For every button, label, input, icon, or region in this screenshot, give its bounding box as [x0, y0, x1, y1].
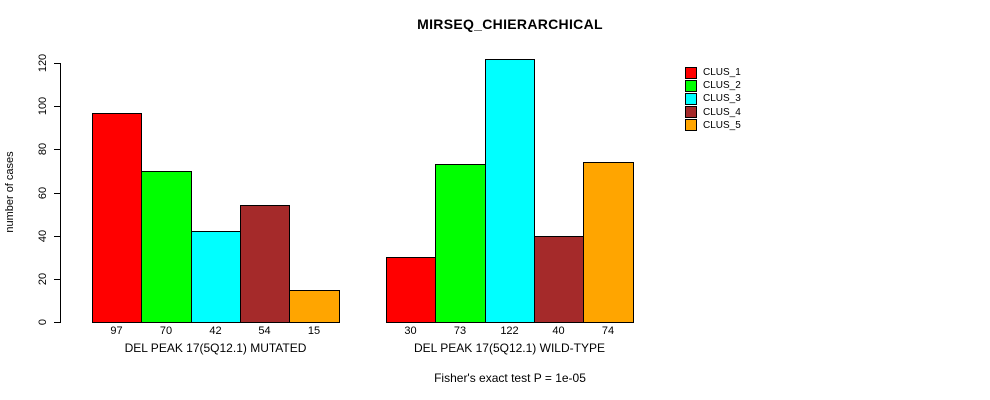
y-axis-label: number of cases: [4, 151, 16, 233]
y-axis-tick: [54, 149, 61, 150]
y-axis-tick: [54, 106, 61, 107]
legend-item-label: CLUS_1: [703, 67, 741, 79]
chart-title: MIRSEQ_CHIERARCHICAL: [417, 16, 603, 32]
y-axis-tick: [54, 279, 61, 280]
legend-item-clus_3: CLUS_3: [685, 92, 741, 105]
legend-item-clus_4: CLUS_4: [685, 106, 741, 119]
bar-clus_2-group2: [435, 164, 486, 323]
bar-clus_5-group1: [289, 290, 340, 323]
legend-item-label: CLUS_3: [703, 93, 741, 105]
bar-value-label: 42: [209, 325, 222, 337]
bar-clus_4-group2: [534, 236, 584, 323]
bar-value-label: 70: [159, 325, 173, 337]
bar-value-label: 73: [453, 325, 467, 337]
bar-value-label: 74: [601, 325, 615, 337]
legend-item-clus_5: CLUS_5: [685, 119, 741, 132]
legend-swatch-icon: [685, 66, 697, 79]
y-axis-tick-label: 40: [37, 229, 49, 243]
bar-clus_3-group2: [485, 59, 535, 323]
x-category-label-mutated: DEL PEAK 17(5Q12.1) MUTATED: [124, 341, 307, 355]
bar-clus_1-group2: [386, 257, 436, 323]
y-axis-tick-label: 100: [37, 96, 49, 116]
y-axis-tick: [54, 193, 61, 194]
legend-item-clus_2: CLUS_2: [685, 79, 741, 92]
y-axis-tick: [54, 63, 61, 64]
legend-swatch-icon: [685, 79, 697, 92]
bar-value-label: 40: [552, 325, 565, 337]
bar-clus_2-group1: [141, 171, 192, 323]
y-axis-tick-label: 120: [37, 53, 49, 73]
legend-swatch-icon: [685, 119, 697, 132]
bar-value-label: 54: [258, 325, 271, 337]
y-axis-tick-label: 80: [37, 142, 49, 156]
y-axis-tick-label: 20: [37, 272, 49, 286]
y-axis-tick-label: 0: [37, 318, 49, 326]
bar-value-label: 122: [500, 325, 519, 337]
bar-value-label: 30: [404, 325, 417, 337]
annotation-text: Fisher's exact test P = 1e-05: [434, 371, 586, 385]
legend-item-label: CLUS_5: [703, 119, 741, 131]
y-axis-tick: [54, 236, 61, 237]
bar-clus_5-group2: [583, 162, 634, 323]
legend: CLUS_1 CLUS_2 CLUS_3 CLUS_4 CLUS_5: [685, 66, 741, 132]
y-axis-tick-label: 60: [37, 186, 49, 200]
bar-clus_3-group1: [191, 231, 241, 323]
legend-item-clus_1: CLUS_1: [685, 66, 741, 79]
legend-item-label: CLUS_2: [703, 80, 741, 92]
x-category-label-wild-type: DEL PEAK 17(5Q12.1) WILD-TYPE: [414, 341, 605, 355]
legend-swatch-icon: [685, 106, 697, 119]
legend-item-label: CLUS_4: [703, 106, 741, 118]
bar-value-label: 15: [307, 325, 321, 337]
bar-clus_4-group1: [240, 205, 290, 323]
bar-value-label: 97: [110, 325, 123, 337]
legend-swatch-icon: [685, 92, 697, 105]
y-axis-tick: [54, 322, 61, 323]
bar-clus_1-group1: [92, 113, 142, 323]
